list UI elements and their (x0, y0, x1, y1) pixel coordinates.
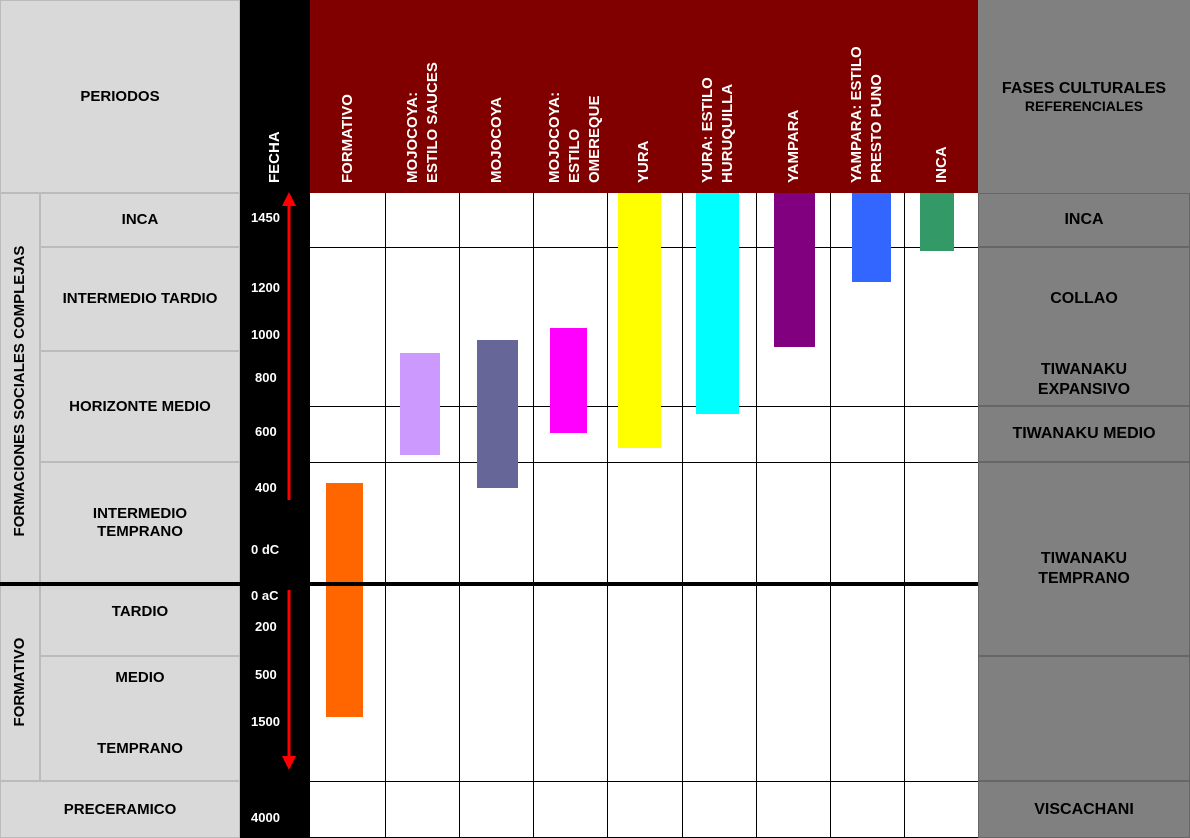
culture-header-yura: YURA (635, 140, 652, 183)
date-0dc: 0 dC (251, 542, 280, 557)
culture-header-formativo: FORMATIVO (339, 94, 356, 183)
culture-header-yampara-presto-puno: YAMPARA: ESTILO PRESTO PUNO (848, 46, 885, 183)
phases-header-line2: REFERENCIALES (1024, 97, 1144, 114)
phases-header-line1: FASES CULTURALES (1001, 79, 1167, 97)
phase-tiwanaku-medio: TIWANAKU MEDIO (978, 406, 1190, 462)
phase-viscachani: VISCACHANI (978, 781, 1190, 838)
group-formative-label: FORMATIVO (11, 637, 28, 727)
date-1500: 1500 (251, 714, 280, 729)
periods-header-label: PERIODOS (80, 87, 160, 105)
bar-yura (618, 193, 661, 448)
phase-collao: COLLAO (1050, 290, 1118, 307)
bar-mojocoya-omereque (550, 328, 587, 433)
date-400: 400 (255, 480, 277, 495)
bar-mojocoya-sauces (400, 353, 440, 455)
bar-formativo (326, 483, 363, 717)
bar-yampara (774, 193, 815, 347)
arrow-up-head (282, 192, 296, 206)
phase-tiwanaku-expansivo: TIWANAKU EXPANSIVO (1037, 361, 1131, 398)
phase-inca: INCA (978, 193, 1190, 247)
cultures-header (310, 0, 978, 193)
periods-header: PERIODOS (0, 0, 240, 193)
era-divider-right (310, 582, 978, 586)
group-complex (0, 193, 40, 584)
phase-tiwanaku-temprano: TIWANAKU TEMPRANO (978, 462, 1190, 656)
phases-header: FASES CULTURALES REFERENCIALES (978, 0, 1190, 193)
period-medio-temprano (40, 656, 240, 781)
culture-header-yura-huruquilla: YURA: ESTILO HURUQUILLA (699, 77, 736, 183)
period-tardio: TARDIO (40, 584, 240, 656)
culture-header-mojocoya-sauces: MOJOCOYA: ESTILO SAUCES (404, 62, 441, 183)
culture-header-mojocoya: MOJOCOYA (488, 96, 505, 183)
period-medio: MEDIO (115, 669, 165, 686)
date-600: 600 (255, 424, 277, 439)
bar-mojocoya (477, 340, 518, 488)
date-500: 500 (255, 667, 277, 682)
bar-yampara-presto-puno (852, 193, 891, 282)
bar-yura-huruquilla (696, 193, 739, 414)
period-preceramico: PRECERAMICO (0, 781, 240, 838)
period-temprano: TEMPRANO (97, 740, 183, 757)
group-complex-label: FORMACIONES SOCIALES COMPLEJAS (11, 245, 28, 537)
group-formative (0, 584, 40, 781)
date-0ac: 0 aC (251, 588, 279, 603)
period-horizonte-medio: HORIZONTE MEDIO (40, 351, 240, 462)
date-200: 200 (255, 619, 277, 634)
date-1000: 1000 (251, 327, 280, 342)
era-divider-left (0, 582, 240, 586)
period-inca: INCA (40, 193, 240, 247)
date-1200: 1200 (251, 280, 280, 295)
time-arrows (282, 192, 296, 770)
phase-formativo-blank (978, 656, 1190, 781)
arrow-down-head (282, 756, 296, 770)
culture-header-inca: INCA (933, 146, 950, 183)
date-column (240, 0, 310, 838)
date-4000: 4000 (251, 810, 280, 825)
date-header-label: FECHA (266, 131, 283, 183)
period-intermedio-temprano: INTERMEDIO TEMPRANO (40, 462, 240, 584)
date-1450: 1450 (251, 210, 280, 225)
bar-inca (920, 193, 954, 251)
culture-header-mojocoya-omereque: MOJOCOYA: ESTILO OMEREQUE (546, 91, 603, 183)
phase-collao-expansivo (978, 247, 1190, 406)
period-intermedio-tardio: INTERMEDIO TARDIO (40, 247, 240, 351)
date-800: 800 (255, 370, 277, 385)
culture-header-yampara: YAMPARA (785, 109, 802, 183)
